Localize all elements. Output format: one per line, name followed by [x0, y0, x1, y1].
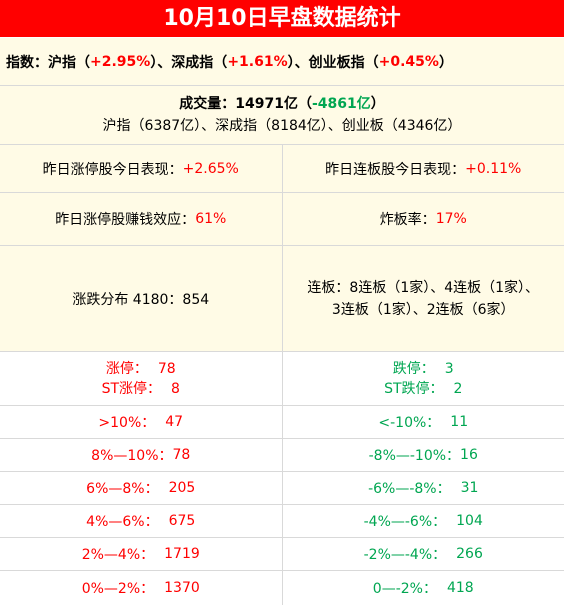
st-limit-down-label: ST跌停： [384, 380, 444, 397]
volume-label: 成交量：14971亿（ [179, 96, 312, 112]
up-range-value: 205 [168, 480, 196, 496]
cy-name: ）、创业板指（ [287, 54, 379, 71]
table-row: >10%： 47 <-10%： 11 [0, 406, 564, 439]
money-effect: 昨日涨停股赚钱效应： 61% [0, 193, 282, 245]
up-range-value: 675 [168, 513, 196, 529]
distribution-row: 涨跌分布 4180：854 连板：8连板（1家）、4连板（1家）、 3连板（1家… [0, 246, 564, 352]
limit-down: 跌停： 3 [393, 359, 454, 379]
sh-name: 沪指（ [48, 54, 90, 71]
table-row: 0%—2%： 1370 0—-2%： 418 [0, 571, 564, 605]
indices-end: ） [438, 54, 453, 71]
up-range-cell: 6%—8%： 205 [0, 472, 282, 504]
cy-change: +0.45% [378, 53, 439, 70]
limit-up-value: 78 [157, 360, 176, 377]
up-range-value: 78 [172, 447, 191, 463]
st-limit-up-value: 8 [171, 380, 180, 397]
down-range-cell: -6%—-8%： 31 [281, 472, 564, 504]
down-range-cell: 0—-2%： 418 [281, 571, 564, 605]
down-range-cell: -2%—-4%： 266 [281, 538, 564, 570]
indices-cell: 指数： 沪指（ +2.95% ）、深成指（ +1.61% ）、创业板指（ +0.… [0, 38, 564, 85]
lb-perf-value: +0.11% [465, 160, 522, 177]
limit-down-label: 跌停： [392, 360, 435, 377]
zb-rate-value: 17% [435, 211, 467, 227]
down-range-label: -6%—-8%： [368, 481, 451, 497]
down-range-label: -8%—-10%： [368, 448, 461, 464]
page-title: 10月10日早盘数据统计 [0, 0, 564, 38]
sz-name: ）、深成指（ [150, 54, 228, 71]
volume-change: -4861亿 [311, 96, 371, 112]
down-range-cell: <-10%： 11 [281, 406, 564, 438]
range-rows: >10%： 47 <-10%： 11 8%—10%： 78 -8%—-10%： 16 6… [0, 406, 564, 605]
zt-performance: 昨日涨停股今日表现： +2.65% [0, 145, 282, 192]
st-limit-up: ST涨停： 8 [102, 379, 180, 399]
zt-perf-label: 昨日涨停股今日表现： [42, 161, 183, 178]
limit-up-label: 涨停： [105, 360, 148, 377]
down-range-value: 16 [460, 447, 478, 463]
indices-lead: 指数： [6, 54, 48, 71]
down-range-value: 104 [456, 513, 483, 529]
volume-close: ） [370, 96, 385, 112]
effect-row: 昨日涨停股赚钱效应： 61% 炸板率： 17% [0, 193, 564, 246]
up-range-label: 0%—2%： [81, 581, 155, 597]
up-range-label: 6%—8%： [86, 481, 159, 497]
up-range-label: 4%—6%： [86, 514, 159, 530]
zb-rate: 炸板率： 17% [281, 193, 564, 245]
up-range-value: 47 [165, 414, 184, 430]
down-range-label: <-10%： [378, 415, 441, 431]
zt-perf-value: +2.65% [182, 160, 239, 177]
up-range-cell: 2%—4%： 1719 [0, 538, 282, 570]
down-range-label: -2%—-4%： [363, 547, 447, 563]
limit-down-cell: 跌停： 3 ST跌停： 2 [281, 352, 564, 405]
volume-breakdown: 沪指（6387亿）、深成指（8184亿）、创业板（4346亿） [102, 118, 462, 134]
up-range-cell: 8%—10%： 78 [0, 439, 282, 471]
down-range-cell: -4%—-6%： 104 [281, 505, 564, 537]
volume-total: 成交量：14971亿（-4861亿） [179, 93, 385, 115]
lb-performance: 昨日连板股今日表现： +0.11% [281, 145, 564, 192]
sz-change: +1.61% [227, 53, 288, 70]
lianban-line-2: 3连板（1家）、2连板（6家） [331, 301, 515, 318]
up-range-value: 1719 [164, 546, 200, 562]
table-row: 2%—4%： 1719 -2%—-4%： 266 [0, 538, 564, 571]
money-effect-label: 昨日涨停股赚钱效应： [55, 212, 196, 228]
up-range-cell: 0%—2%： 1370 [0, 571, 282, 605]
up-range-cell: 4%—6%： 675 [0, 505, 282, 537]
up-range-label: 2%—4%： [81, 547, 155, 563]
st-limit-up-label: ST涨停： [101, 380, 162, 397]
zb-rate-label: 炸板率： [379, 212, 436, 228]
limit-row: 涨停： 78 ST涨停： 8 跌停： 3 ST跌停： 2 [0, 352, 564, 406]
lb-perf-label: 昨日连板股今日表现： [325, 161, 466, 178]
sh-change: +2.95% [90, 53, 151, 70]
limit-up: 涨停： 78 [106, 359, 176, 379]
lianban-line-1: 连板：8连板（1家）、4连板（1家）、 [307, 279, 540, 296]
table-row: 4%—6%： 675 -4%—-6%： 104 [0, 505, 564, 538]
volume-cell: 成交量：14971亿（-4861亿） 沪指（6387亿）、深成指（8184亿）、… [0, 86, 564, 144]
st-limit-down-value: 2 [453, 380, 463, 397]
down-range-cell: -8%—-10%： 16 [281, 439, 564, 471]
limit-up-cell: 涨停： 78 ST涨停： 8 [0, 352, 282, 405]
performance-row: 昨日涨停股今日表现： +2.65% 昨日连板股今日表现： +0.11% [0, 145, 564, 193]
down-range-label: 0—-2%： [372, 581, 437, 597]
money-effect-value: 61% [195, 211, 227, 227]
down-range-value: 418 [446, 580, 474, 596]
table-row: 6%—8%： 205 -6%—-8%： 31 [0, 472, 564, 505]
up-range-label: >10%： [98, 415, 156, 431]
up-range-value: 1370 [164, 580, 200, 596]
down-range-label: -4%—-6%： [363, 514, 447, 530]
updown-distribution: 涨跌分布 4180：854 [72, 291, 210, 308]
st-limit-down: ST跌停： 2 [384, 379, 462, 399]
up-range-cell: >10%： 47 [0, 406, 282, 438]
table-row: 8%—10%： 78 -8%—-10%： 16 [0, 439, 564, 472]
limit-down-value: 3 [444, 360, 454, 377]
indices-row: 指数： 沪指（ +2.95% ）、深成指（ +1.61% ）、创业板指（ +0.… [0, 38, 564, 86]
down-range-value: 31 [460, 480, 479, 496]
down-range-value: 11 [450, 414, 469, 430]
lianban-info: 连板：8连板（1家）、4连板（1家）、 3连板（1家）、2连板（6家） [281, 246, 564, 351]
down-range-value: 266 [456, 546, 483, 562]
up-range-label: 8%—10%： [91, 448, 173, 464]
volume-row: 成交量：14971亿（-4861亿） 沪指（6387亿）、深成指（8184亿）、… [0, 86, 564, 145]
